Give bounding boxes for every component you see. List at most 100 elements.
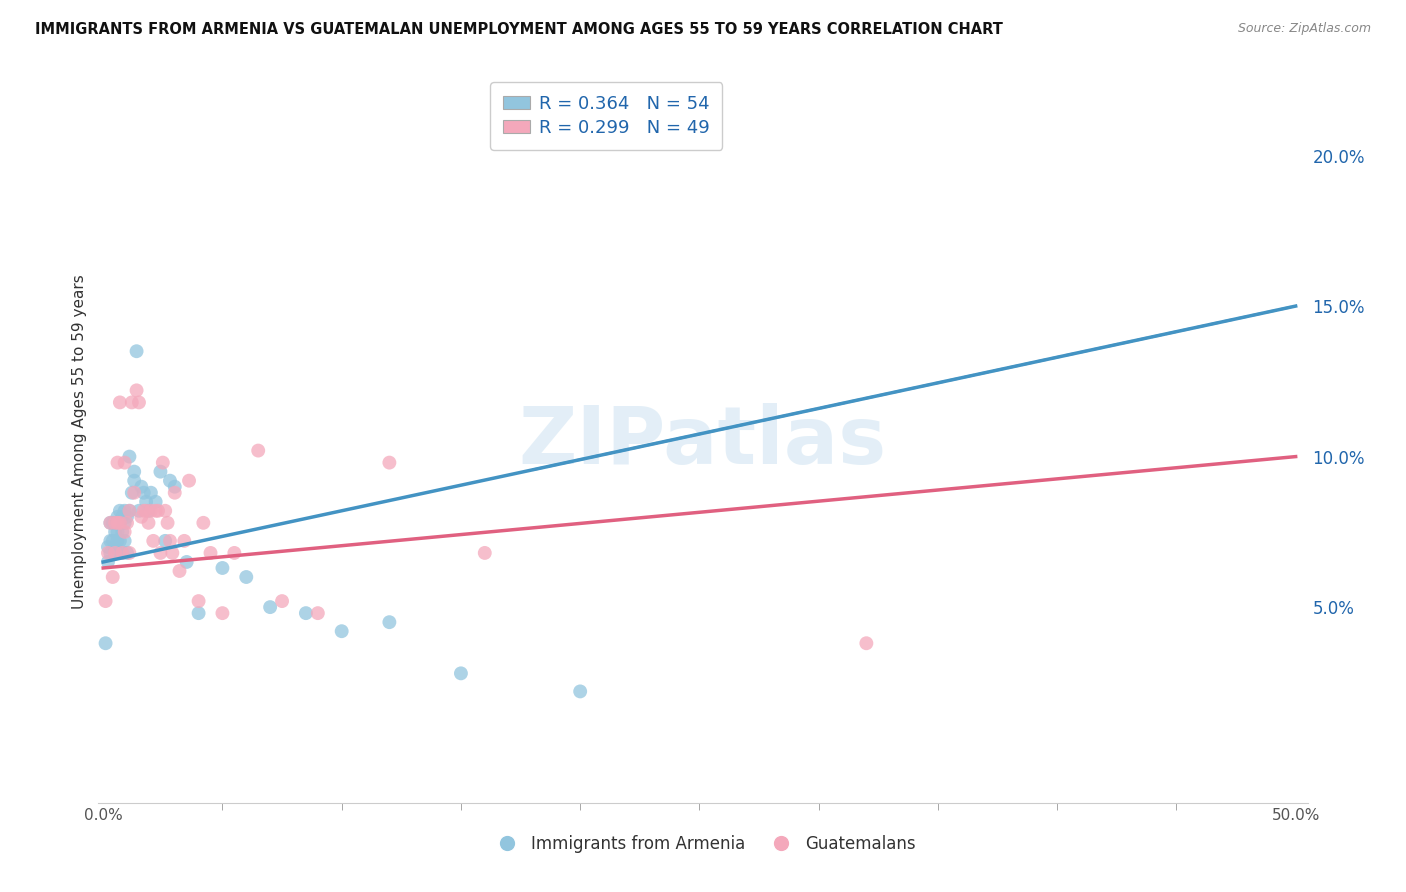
Point bbox=[247, 443, 270, 458]
Point bbox=[187, 594, 209, 608]
Point bbox=[146, 504, 169, 518]
Point bbox=[163, 485, 186, 500]
Point bbox=[177, 474, 200, 488]
Point bbox=[139, 504, 162, 518]
Legend: Immigrants from Armenia, Guatemalans: Immigrants from Armenia, Guatemalans bbox=[484, 828, 922, 860]
Point bbox=[138, 516, 160, 530]
Point bbox=[121, 395, 143, 409]
Point bbox=[108, 516, 131, 530]
Point bbox=[855, 636, 877, 650]
Point bbox=[108, 516, 131, 530]
Point bbox=[125, 344, 148, 359]
Point bbox=[98, 516, 121, 530]
Point bbox=[235, 570, 257, 584]
Point bbox=[131, 480, 153, 494]
Point bbox=[474, 546, 496, 560]
Point bbox=[118, 504, 141, 518]
Point bbox=[118, 504, 141, 518]
Point bbox=[378, 615, 401, 630]
Point bbox=[97, 555, 120, 569]
Point bbox=[104, 540, 127, 554]
Point bbox=[115, 509, 138, 524]
Point bbox=[111, 524, 134, 539]
Point bbox=[97, 546, 120, 560]
Point bbox=[98, 516, 121, 530]
Point bbox=[115, 546, 138, 560]
Point bbox=[176, 555, 198, 569]
Point bbox=[259, 600, 281, 615]
Point bbox=[104, 546, 127, 560]
Point bbox=[98, 533, 121, 548]
Point bbox=[94, 636, 117, 650]
Point bbox=[107, 509, 129, 524]
Point bbox=[104, 516, 127, 530]
Y-axis label: Unemployment Among Ages 55 to 59 years: Unemployment Among Ages 55 to 59 years bbox=[72, 274, 87, 609]
Point bbox=[145, 494, 167, 508]
Point bbox=[108, 516, 131, 530]
Point bbox=[107, 533, 129, 548]
Point bbox=[159, 474, 181, 488]
Point bbox=[128, 395, 150, 409]
Point bbox=[107, 516, 129, 530]
Point bbox=[107, 524, 129, 539]
Point bbox=[200, 546, 222, 560]
Point bbox=[94, 594, 117, 608]
Point bbox=[153, 533, 176, 548]
Point bbox=[330, 624, 353, 639]
Point bbox=[187, 606, 209, 620]
Point bbox=[163, 480, 186, 494]
Point bbox=[108, 504, 131, 518]
Point bbox=[224, 546, 246, 560]
Point bbox=[138, 504, 160, 518]
Point bbox=[135, 504, 157, 518]
Point bbox=[111, 546, 134, 560]
Point bbox=[131, 509, 153, 524]
Point bbox=[97, 540, 120, 554]
Point bbox=[193, 516, 215, 530]
Point bbox=[118, 546, 141, 560]
Point bbox=[145, 504, 167, 518]
Point bbox=[132, 504, 155, 518]
Point bbox=[114, 524, 136, 539]
Point bbox=[307, 606, 329, 620]
Point bbox=[98, 546, 121, 560]
Point bbox=[211, 561, 233, 575]
Point bbox=[101, 516, 124, 530]
Point bbox=[108, 533, 131, 548]
Point bbox=[104, 546, 127, 560]
Point bbox=[115, 516, 138, 530]
Point bbox=[569, 684, 592, 698]
Point bbox=[108, 395, 131, 409]
Point bbox=[378, 456, 401, 470]
Point bbox=[169, 564, 191, 578]
Point bbox=[132, 485, 155, 500]
Point bbox=[295, 606, 318, 620]
Point bbox=[149, 465, 172, 479]
Point bbox=[111, 546, 134, 560]
Point bbox=[162, 546, 184, 560]
Text: Source: ZipAtlas.com: Source: ZipAtlas.com bbox=[1237, 22, 1371, 36]
Point bbox=[125, 384, 148, 398]
Point bbox=[114, 456, 136, 470]
Point bbox=[114, 533, 136, 548]
Point bbox=[111, 509, 134, 524]
Point bbox=[173, 533, 195, 548]
Point bbox=[156, 516, 179, 530]
Point bbox=[149, 546, 172, 560]
Point bbox=[271, 594, 294, 608]
Point bbox=[153, 504, 176, 518]
Point bbox=[122, 465, 145, 479]
Point bbox=[152, 456, 174, 470]
Point bbox=[450, 666, 472, 681]
Point bbox=[122, 474, 145, 488]
Point bbox=[142, 533, 165, 548]
Point bbox=[107, 456, 129, 470]
Point bbox=[104, 524, 127, 539]
Point bbox=[139, 485, 162, 500]
Point bbox=[121, 485, 143, 500]
Point bbox=[101, 570, 124, 584]
Point bbox=[114, 504, 136, 518]
Point bbox=[122, 485, 145, 500]
Point bbox=[159, 533, 181, 548]
Point bbox=[101, 533, 124, 548]
